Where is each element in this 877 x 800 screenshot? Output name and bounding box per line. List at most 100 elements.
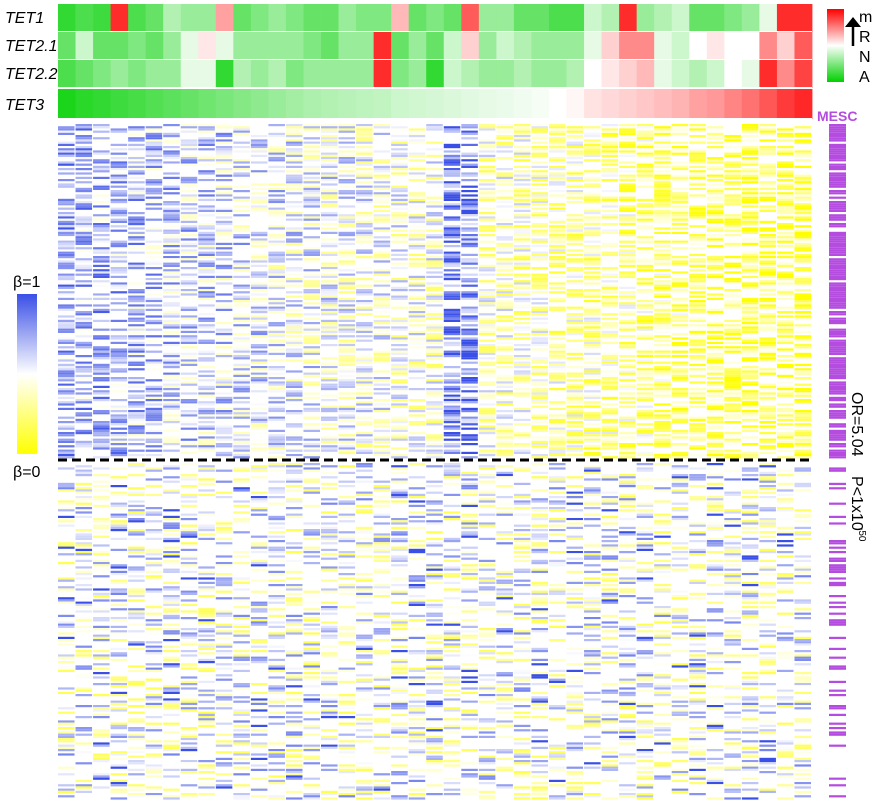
beta-cell: [408, 135, 426, 138]
beta-cell: [233, 264, 250, 267]
beta-cell: [548, 625, 566, 628]
beta-cell: [356, 443, 373, 446]
expression-cell: [548, 89, 567, 119]
beta-cell: [93, 225, 110, 228]
beta-cell: [268, 220, 285, 223]
beta-cell: [163, 412, 180, 415]
beta-cell: [426, 652, 443, 655]
beta-cell: [478, 124, 496, 127]
beta-cell: [198, 201, 215, 204]
beta-cell: [461, 194, 478, 197]
beta-cell: [268, 595, 285, 598]
beta-cell: [391, 537, 408, 540]
beta-cell: [268, 267, 285, 270]
beta-cell: [180, 238, 198, 241]
expression-cell: [250, 89, 269, 119]
beta-cell: [531, 445, 548, 448]
beta-cell: [93, 328, 110, 331]
beta-cell: [215, 401, 233, 404]
expression-cell: [110, 4, 129, 32]
beta-cell: [145, 179, 163, 182]
beta-cell: [58, 275, 75, 278]
beta-cell: [250, 234, 268, 237]
beta-cell: [443, 476, 461, 479]
beta-cell: [496, 183, 513, 186]
beta-cell: [58, 661, 75, 664]
beta-cell: [373, 447, 391, 450]
beta-cell: [321, 535, 338, 538]
beta-cell: [303, 467, 321, 470]
beta-cell: [373, 181, 391, 184]
beta-cell: [250, 207, 268, 210]
beta-cell: [321, 377, 338, 380]
beta-cell: [303, 269, 321, 272]
beta-cell: [75, 790, 93, 793]
beta-cell: [93, 636, 110, 639]
beta-cell: [75, 498, 93, 501]
beta-cell: [180, 628, 198, 631]
beta-cell: [145, 557, 163, 560]
beta-cell: [93, 496, 110, 499]
beta-cell: [215, 212, 233, 215]
beta-cell: [285, 326, 303, 329]
beta-cell: [215, 562, 233, 565]
beta-cell: [513, 179, 531, 182]
beta-cell: [321, 447, 338, 450]
beta-cell: [321, 407, 338, 410]
beta-cell: [426, 355, 443, 358]
beta-cell: [443, 231, 461, 234]
beta-cell: [531, 647, 548, 650]
beta-cell: [145, 768, 163, 771]
beta-cell: [338, 273, 356, 276]
beta-cell: [303, 711, 321, 714]
beta-cell: [303, 176, 321, 179]
beta-cell: [373, 586, 391, 589]
beta-cell: [285, 234, 303, 237]
beta-cell: [285, 187, 303, 190]
beta-cell: [338, 480, 356, 483]
beta-cell: [303, 647, 321, 650]
beta-cell: [215, 350, 233, 353]
beta-cell: [531, 570, 548, 573]
beta-cell: [215, 597, 233, 600]
beta-cell: [75, 469, 93, 472]
beta-cell: [198, 414, 215, 417]
beta-cell: [461, 643, 478, 646]
beta-cell: [180, 680, 198, 683]
beta-cell: [548, 236, 566, 239]
beta-cell: [531, 341, 548, 344]
beta-cell: [198, 130, 215, 133]
beta-cell: [215, 381, 233, 384]
beta-cell: [285, 773, 303, 776]
beta-cell: [145, 740, 163, 743]
beta-cell: [285, 489, 303, 492]
beta-cell: [461, 478, 478, 481]
beta-cell: [531, 401, 548, 404]
beta-cell: [215, 370, 233, 373]
beta-cell: [303, 795, 321, 798]
beta-cell: [391, 454, 408, 457]
beta-cell: [285, 170, 303, 173]
beta-cell: [496, 658, 513, 661]
beta-cell: [548, 350, 566, 353]
beta-cell: [496, 126, 513, 129]
beta-cell: [531, 251, 548, 254]
beta-cell: [478, 588, 496, 591]
beta-cell: [180, 555, 198, 558]
beta-cell: [531, 337, 548, 340]
beta-cell: [145, 339, 163, 342]
beta-cell: [163, 163, 180, 166]
beta-cell: [268, 463, 285, 466]
expression-cell: [321, 60, 339, 88]
beta-cell: [215, 625, 233, 628]
beta-cell: [373, 407, 391, 410]
beta-cell: [268, 137, 285, 140]
beta-cell: [75, 218, 93, 221]
beta-cell: [443, 374, 461, 377]
beta-cell: [215, 346, 233, 349]
beta-cell: [110, 502, 128, 505]
beta-cell: [356, 352, 373, 355]
beta-cell: [373, 377, 391, 380]
beta-cell: [58, 236, 75, 239]
expression-cell: [741, 32, 760, 60]
